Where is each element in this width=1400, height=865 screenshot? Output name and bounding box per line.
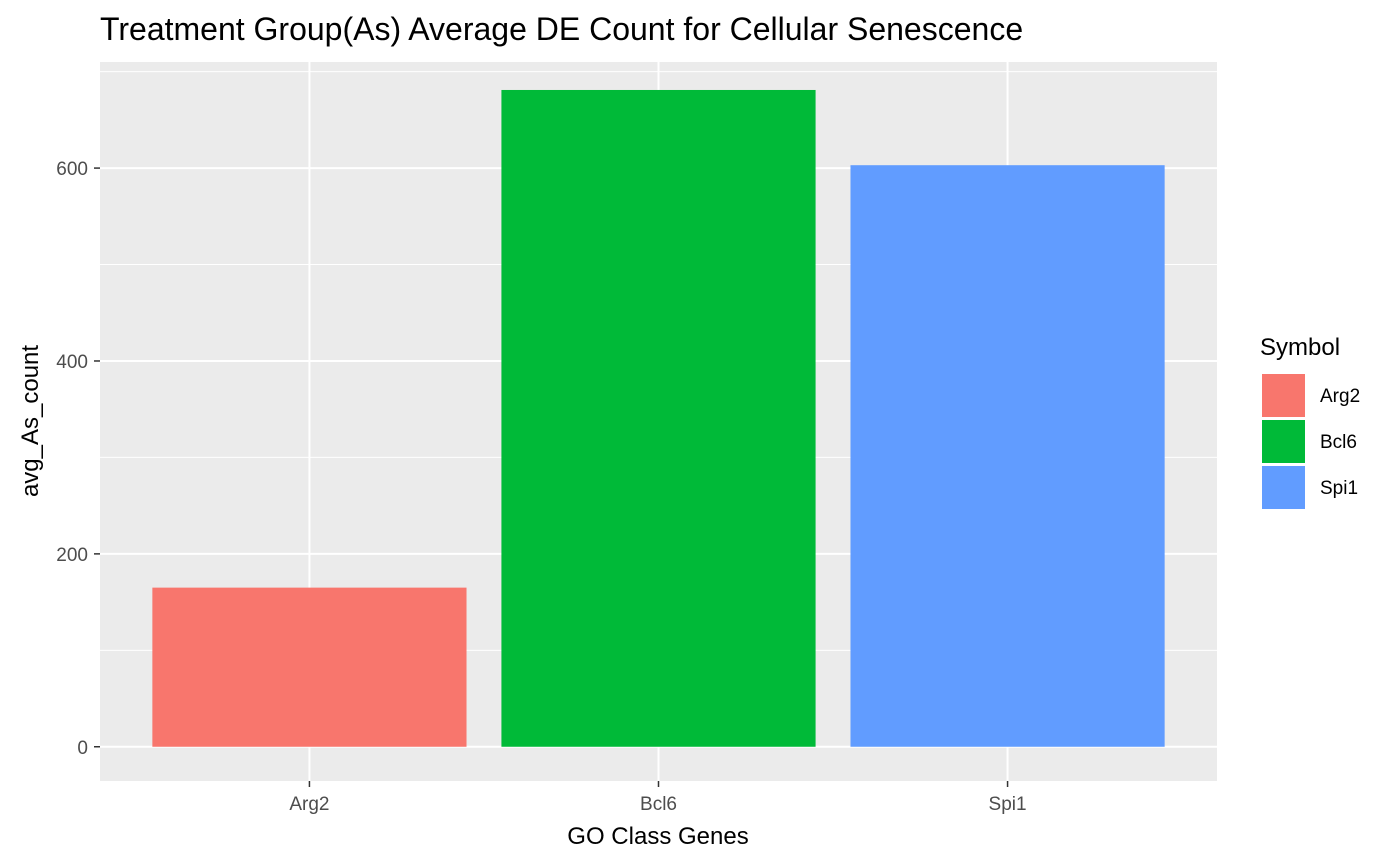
bar-bcl6 xyxy=(501,89,816,747)
legend-swatch-spi1 xyxy=(1260,464,1307,511)
x-tick-label: Bcl6 xyxy=(640,794,677,815)
y-tick-label: 200 xyxy=(56,545,88,566)
y-axis-title: avg_As_count xyxy=(17,345,44,497)
bar-arg2 xyxy=(152,587,467,747)
legend-swatch-bcl6 xyxy=(1260,418,1307,465)
legend-title: Symbol xyxy=(1260,334,1340,361)
legend-swatch-arg2 xyxy=(1260,372,1307,419)
x-tick-label: Arg2 xyxy=(289,794,329,815)
x-axis: Arg2 Bcl6 Spi1 xyxy=(289,781,1027,815)
bars xyxy=(152,89,1165,747)
legend: Symbol Arg2 Bcl6 Spi1 xyxy=(1260,334,1360,511)
chart-title: Treatment Group(As) Average DE Count for… xyxy=(100,11,1023,47)
bar-spi1 xyxy=(850,165,1165,747)
y-tick-label: 400 xyxy=(56,352,88,373)
legend-label: Spi1 xyxy=(1320,478,1358,499)
y-tick-label: 600 xyxy=(56,159,88,180)
legend-label: Bcl6 xyxy=(1320,432,1357,453)
legend-label: Arg2 xyxy=(1320,386,1360,407)
y-tick-label: 0 xyxy=(77,738,88,759)
y-axis: 0 200 400 600 xyxy=(56,159,100,759)
x-tick-label: Spi1 xyxy=(989,794,1027,815)
x-axis-title: GO Class Genes xyxy=(567,823,748,850)
